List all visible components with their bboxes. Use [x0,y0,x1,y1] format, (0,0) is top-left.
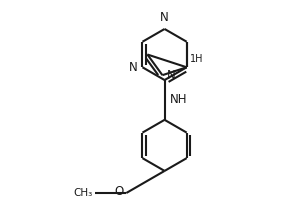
Text: CH₃: CH₃ [74,188,93,198]
Text: NH: NH [170,93,187,106]
Text: 1H: 1H [190,54,203,64]
Text: N: N [167,69,176,82]
Text: O: O [114,186,123,198]
Text: N: N [129,61,138,74]
Text: N: N [160,11,169,24]
